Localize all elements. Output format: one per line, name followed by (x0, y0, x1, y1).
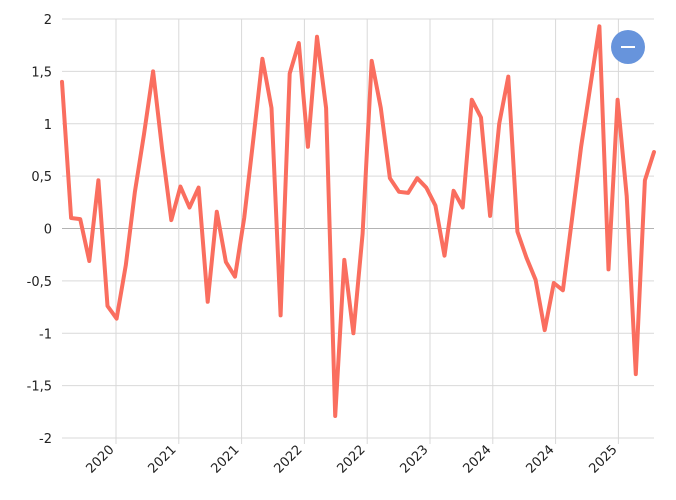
y-tick-label: 0,5 (31, 170, 52, 185)
series-line (60, 24, 656, 418)
x-tick-label: 2024 (524, 443, 558, 477)
zoom-out-button[interactable] (611, 30, 645, 64)
y-tick-label: 0 (44, 223, 52, 238)
x-tick-label: 2025 (587, 443, 621, 477)
x-tick-label: 2020 (84, 443, 118, 477)
y-tick-label: 2 (44, 13, 52, 28)
x-tick-label: 2023 (398, 443, 432, 477)
x-tick-label: 2022 (272, 443, 306, 477)
grid (62, 18, 654, 444)
y-tick-label: 1 (44, 118, 52, 133)
y-tick-label: -1,5 (27, 380, 52, 395)
y-tick-label: -2 (39, 432, 52, 447)
x-tick-label: 2022 (335, 443, 369, 477)
x-tick-label: 2021 (146, 443, 180, 477)
minus-icon (621, 46, 635, 48)
y-tick-label: 1,5 (31, 65, 52, 80)
x-tick-label: 2024 (461, 443, 495, 477)
y-axis: -2 -1,5 -1 -0,5 0 0,5 1 1,5 2 (27, 13, 52, 447)
series-layer (60, 24, 656, 418)
y-tick-label: -0,5 (27, 275, 52, 290)
x-axis: 2020 2021 2021 2022 2022 2023 2024 2024 2025 (84, 443, 621, 477)
x-tick-label: 2021 (209, 443, 243, 477)
y-tick-label: -1 (39, 327, 52, 342)
